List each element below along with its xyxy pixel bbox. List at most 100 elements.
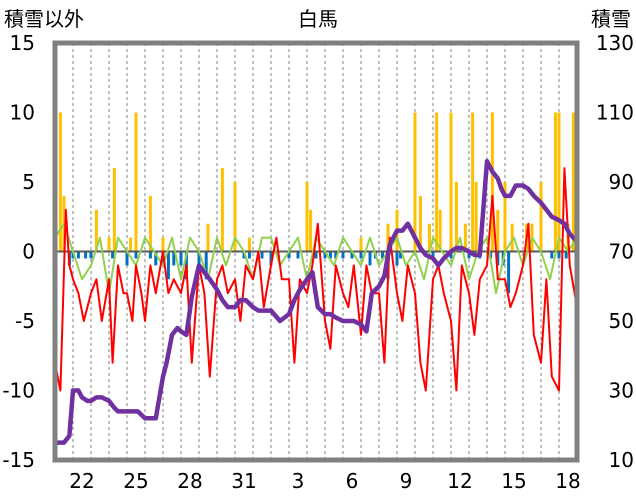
depth_decrease-bar: [431, 251, 435, 259]
depth_decrease-bar: [84, 251, 88, 259]
x-tick-labels: 22 25 28 31 3 6 9 12 15 18: [69, 469, 580, 493]
left-tick-label: -5: [15, 309, 35, 333]
snowfall-bar: [510, 223, 514, 252]
x-tick-label: 6: [346, 469, 359, 493]
right-tick-label: 110: [596, 101, 634, 125]
depth_decrease-bar: [328, 251, 332, 259]
depth_decrease-bar: [350, 251, 354, 259]
depth_decrease-bar: [179, 251, 183, 266]
snowfall-bar: [490, 112, 494, 252]
depth_decrease-bar: [399, 251, 403, 259]
x-tick-label: 25: [123, 469, 148, 493]
left-tick-label: -15: [2, 448, 35, 472]
depth_decrease-bar: [134, 251, 138, 259]
left-tick-label: 0: [22, 240, 35, 264]
x-tick-label: 18: [555, 469, 580, 493]
snowfall-bar: [557, 112, 561, 252]
depth_decrease-bar: [296, 251, 300, 259]
depth_decrease-bar: [154, 251, 158, 266]
snowfall-bar: [129, 237, 133, 252]
depth_decrease-bar: [247, 251, 251, 259]
left-tick-labels: 15 10 5 0 -5 -10 -15: [2, 31, 35, 472]
depth_decrease-bar: [260, 251, 264, 259]
depth_decrease-bar: [242, 251, 246, 259]
depth_decrease-bar: [381, 251, 385, 259]
snowfall-bar: [503, 182, 507, 252]
depth_decrease-bar: [197, 251, 201, 266]
depth_decrease-bar: [71, 251, 75, 259]
depth_decrease-bar: [507, 251, 511, 294]
snowfall-bar: [471, 112, 475, 252]
snowfall-bar: [148, 195, 152, 252]
x-tick-label: 9: [400, 469, 413, 493]
snowfall-bar: [496, 209, 500, 252]
right-tick-label: 70: [609, 240, 634, 264]
snowfall-bar: [571, 112, 575, 252]
chart-title: 白馬: [298, 7, 338, 31]
snowfall-bar: [247, 237, 251, 252]
plot-frame: [52, 40, 580, 463]
depth_decrease-bar: [557, 251, 561, 259]
depth_decrease-bar: [314, 251, 318, 259]
snowfall-bar: [454, 182, 458, 252]
depth_decrease-bar: [496, 251, 500, 266]
depth_decrease-bar: [359, 251, 363, 259]
temperature-line: [54, 167, 578, 392]
depth_decrease-bar: [172, 251, 176, 266]
snowfall-bar: [58, 112, 62, 252]
depth_decrease-bar: [125, 251, 129, 266]
snowfall-bar: [427, 223, 431, 252]
snowfall-bar: [359, 237, 363, 252]
left-tick-label: 5: [22, 170, 35, 194]
snowfall-bar: [112, 168, 116, 252]
snowfall-bar: [553, 112, 557, 252]
snowfall-bar: [463, 223, 467, 252]
depth_decrease-bar: [395, 251, 399, 266]
depth_decrease-bar: [550, 251, 554, 259]
snowfall-bar: [94, 209, 98, 252]
x-tick-label: 3: [292, 469, 305, 493]
depth_decrease-bar: [449, 251, 453, 259]
snowfall-bar: [107, 237, 111, 252]
snowfall-bar: [386, 223, 390, 252]
right-tick-label: 30: [609, 379, 634, 403]
snowfall-bar: [438, 209, 442, 252]
depth_decrease-bar: [341, 251, 345, 259]
snowfall-bar: [413, 112, 417, 252]
left-axis-label: 積雪以外: [4, 7, 84, 31]
snowfall-bar: [474, 182, 478, 252]
right-tick-label: 90: [609, 170, 634, 194]
left-tick-label: -10: [2, 379, 35, 403]
depth_decrease-bar: [334, 251, 338, 259]
x-tick-label: 15: [501, 469, 526, 493]
depth_decrease-bar: [204, 251, 208, 280]
snowfall-bar: [435, 112, 439, 252]
right-tick-label: 50: [609, 309, 634, 333]
right-tick-labels: 130 110 90 70 50 30 10: [596, 31, 634, 472]
snowfall-bar: [539, 182, 543, 252]
x-tick-label: 31: [231, 469, 256, 493]
snowfall-bar: [418, 195, 422, 252]
depth_decrease-bar: [368, 251, 372, 266]
x-tick-label: 22: [69, 469, 94, 493]
depth_decrease-bar: [269, 251, 273, 266]
snowfall-bar: [309, 209, 313, 252]
left-tick-label: 10: [10, 101, 35, 125]
snowfall-bar: [449, 112, 453, 252]
depth_decrease-bar: [166, 251, 170, 280]
snow_depth-line: [52, 158, 580, 445]
right-tick-label: 130: [596, 31, 634, 55]
depth_decrease-bar: [76, 251, 80, 259]
depth_decrease-bar: [89, 251, 93, 259]
depth_decrease-bar: [111, 251, 115, 259]
snowfall-bar: [233, 182, 237, 252]
snowfall-bar: [161, 237, 165, 252]
series-lines: [52, 158, 580, 445]
snowfall-bar: [206, 223, 210, 252]
left-tick-label: 15: [10, 31, 35, 55]
depth_decrease-bar: [564, 251, 568, 259]
x-tick-label: 12: [447, 469, 472, 493]
snowfall-bar: [134, 112, 138, 252]
right-axis-label: 積雪: [591, 7, 631, 31]
